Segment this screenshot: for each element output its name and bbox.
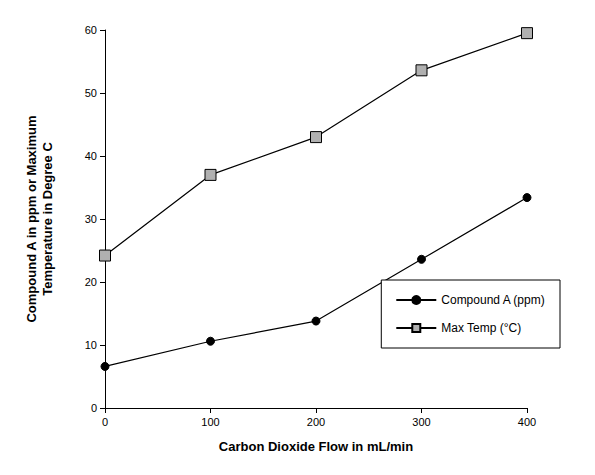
svg-text:0: 0 — [91, 402, 97, 414]
svg-text:100: 100 — [201, 416, 219, 428]
svg-text:0: 0 — [102, 416, 108, 428]
svg-text:Max Temp (°C): Max Temp (°C) — [441, 321, 521, 335]
svg-text:200: 200 — [307, 416, 325, 428]
svg-text:Temperature in Degree C: Temperature in Degree C — [40, 142, 55, 296]
svg-text:Compound A (ppm): Compound A (ppm) — [441, 293, 544, 307]
svg-text:20: 20 — [85, 276, 97, 288]
svg-text:40: 40 — [85, 150, 97, 162]
svg-text:60: 60 — [85, 24, 97, 36]
svg-text:Compound A in ppm or Maximum: Compound A in ppm or Maximum — [24, 115, 39, 322]
svg-text:10: 10 — [85, 339, 97, 351]
svg-text:Carbon Dioxide Flow in mL/min: Carbon Dioxide Flow in mL/min — [219, 439, 413, 454]
svg-text:400: 400 — [518, 416, 536, 428]
svg-text:300: 300 — [412, 416, 430, 428]
svg-text:50: 50 — [85, 87, 97, 99]
svg-text:30: 30 — [85, 213, 97, 225]
